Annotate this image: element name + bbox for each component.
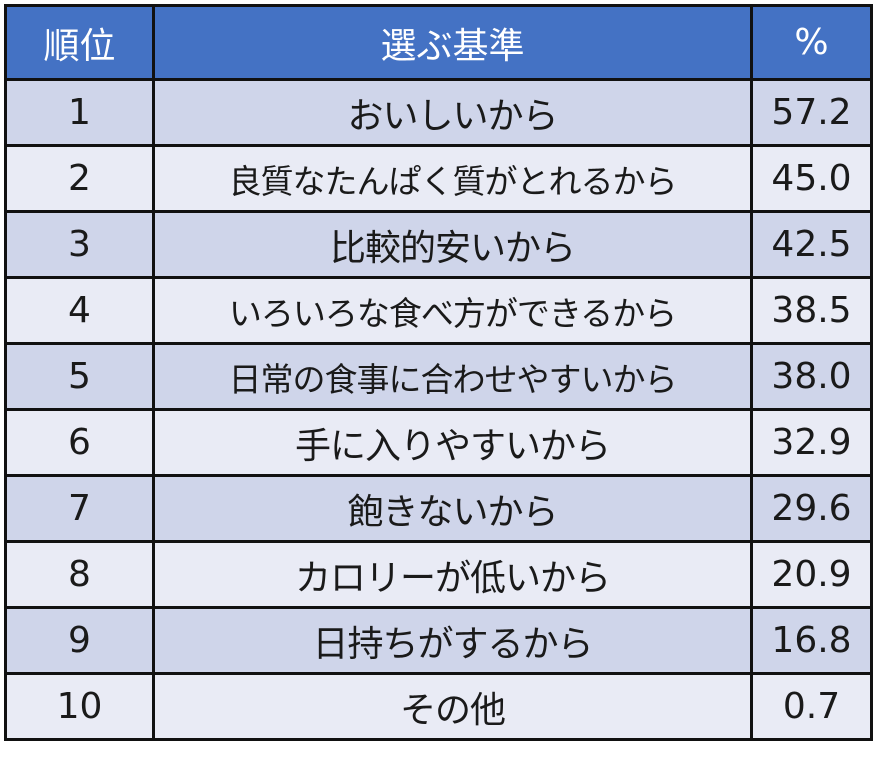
criteria-cell: 手に入りやすいから [152, 408, 753, 477]
header-percent: % [750, 4, 873, 81]
rank-cell: 7 [4, 474, 155, 543]
percent-cell: 57.2 [750, 78, 873, 147]
table-row: 5 日常の食事に合わせやすいから 38.0 [4, 342, 873, 411]
percent-cell: 29.6 [750, 474, 873, 543]
rank-cell: 1 [4, 78, 155, 147]
percent-cell: 0.7 [750, 672, 873, 741]
rank-cell: 8 [4, 540, 155, 609]
percent-cell: 32.9 [750, 408, 873, 477]
percent-cell: 38.0 [750, 342, 873, 411]
rank-cell: 2 [4, 144, 155, 213]
rank-cell: 4 [4, 276, 155, 345]
percent-cell: 16.8 [750, 606, 873, 675]
rank-cell: 5 [4, 342, 155, 411]
table-row: 3 比較的安いから 42.5 [4, 210, 873, 279]
criteria-cell: カロリーが低いから [152, 540, 753, 609]
table-row: 4 いろいろな食べ方ができるから 38.5 [4, 276, 873, 345]
rank-cell: 10 [4, 672, 155, 741]
criteria-cell: 比較的安いから [152, 210, 753, 279]
criteria-cell: 飽きないから [152, 474, 753, 543]
header-criteria: 選ぶ基準 [152, 4, 753, 81]
criteria-cell: 日持ちがするから [152, 606, 753, 675]
percent-cell: 42.5 [750, 210, 873, 279]
criteria-cell: 日常の食事に合わせやすいから [152, 342, 753, 411]
table-row: 10 その他 0.7 [4, 672, 873, 741]
percent-cell: 20.9 [750, 540, 873, 609]
criteria-cell: いろいろな食べ方ができるから [152, 276, 753, 345]
table-row: 1 おいしいから 57.2 [4, 78, 873, 147]
criteria-cell: おいしいから [152, 78, 753, 147]
percent-cell: 45.0 [750, 144, 873, 213]
header-row: 順位 選ぶ基準 % [4, 4, 873, 81]
criteria-cell: 良質なたんぱく質がとれるから [152, 144, 753, 213]
table-row: 7 飽きないから 29.6 [4, 474, 873, 543]
table-row: 9 日持ちがするから 16.8 [4, 606, 873, 675]
header-rank: 順位 [4, 4, 155, 81]
percent-cell: 38.5 [750, 276, 873, 345]
rank-cell: 3 [4, 210, 155, 279]
ranking-table-container: 順位 選ぶ基準 % 1 おいしいから 57.2 2 良質なたんぱく質がとれるから… [4, 4, 873, 741]
table-row: 8 カロリーが低いから 20.9 [4, 540, 873, 609]
ranking-table: 順位 選ぶ基準 % 1 おいしいから 57.2 2 良質なたんぱく質がとれるから… [4, 4, 873, 741]
table-row: 2 良質なたんぱく質がとれるから 45.0 [4, 144, 873, 213]
criteria-cell: その他 [152, 672, 753, 741]
rank-cell: 9 [4, 606, 155, 675]
rank-cell: 6 [4, 408, 155, 477]
table-row: 6 手に入りやすいから 32.9 [4, 408, 873, 477]
